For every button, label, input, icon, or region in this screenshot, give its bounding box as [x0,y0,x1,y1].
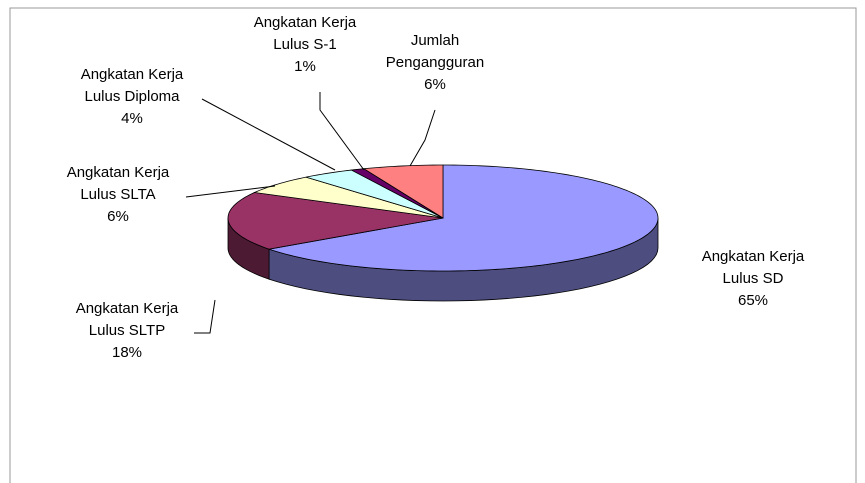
slice [227,192,444,250]
value-label: 6% [424,76,446,93]
value-label: 65% [737,292,769,309]
value-label: 18% [111,344,143,361]
slice [305,169,444,219]
category-label: Angkatan Kerja Lulus SLTP [75,300,179,339]
slice-label: Angkatan Kerja Lulus S-1 1% [254,12,357,78]
value-label: 1% [294,58,316,75]
category-label: Jumlah Pengangguran [385,32,485,71]
slice [268,164,659,272]
leader-line [319,92,365,171]
category-label: Angkatan Kerja Lulus SD [701,248,805,287]
slice-label: Jumlah Pengangguran 6% [386,30,484,96]
category-label: Angkatan Kerja Lulus SLTA [66,164,170,203]
slice-label: Angkatan Kerja Lulus SD 65% [702,246,805,312]
value-label: 6% [107,208,129,225]
category-label: Angkatan Kerja Lulus S-1 [253,14,357,53]
value-label: 4% [121,110,143,127]
slice [362,164,444,219]
slice [253,176,444,219]
category-label: Angkatan Kerja Lulus Diploma [80,66,184,105]
frame [9,7,857,483]
leader-line [194,299,216,334]
slice-label: Angkatan Kerja Lulus SLTP 18% [76,298,179,364]
leader-line [201,98,336,171]
leader-line [185,185,276,198]
leader-line [409,109,436,167]
slice-label: Angkatan Kerja Lulus Diploma 4% [81,64,184,130]
slice-label: Angkatan Kerja Lulus SLTA 6% [67,162,170,228]
